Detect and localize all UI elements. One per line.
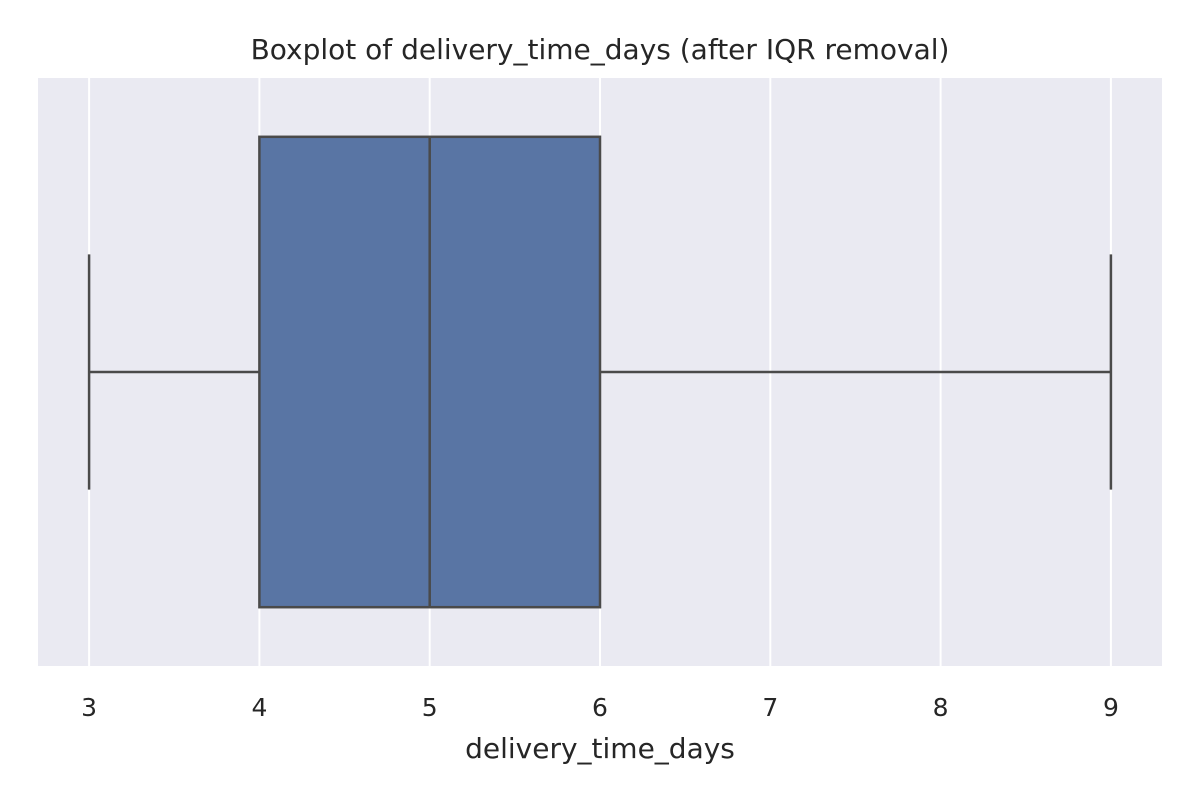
x-tick-label-4: 4 (251, 693, 267, 722)
x-tick-label-7: 7 (762, 693, 778, 722)
x-tick-label-5: 5 (422, 693, 438, 722)
chart-title: Boxplot of delivery_time_days (after IQR… (251, 33, 950, 66)
x-tick-labels: 3 4 5 6 7 8 9 (81, 693, 1119, 722)
x-tick-label-8: 8 (933, 693, 949, 722)
x-tick-label-9: 9 (1103, 693, 1119, 722)
x-axis-label: delivery_time_days (465, 732, 735, 765)
x-tick-label-6: 6 (592, 693, 608, 722)
plot-area-group (38, 78, 1162, 666)
x-tick-label-3: 3 (81, 693, 97, 722)
